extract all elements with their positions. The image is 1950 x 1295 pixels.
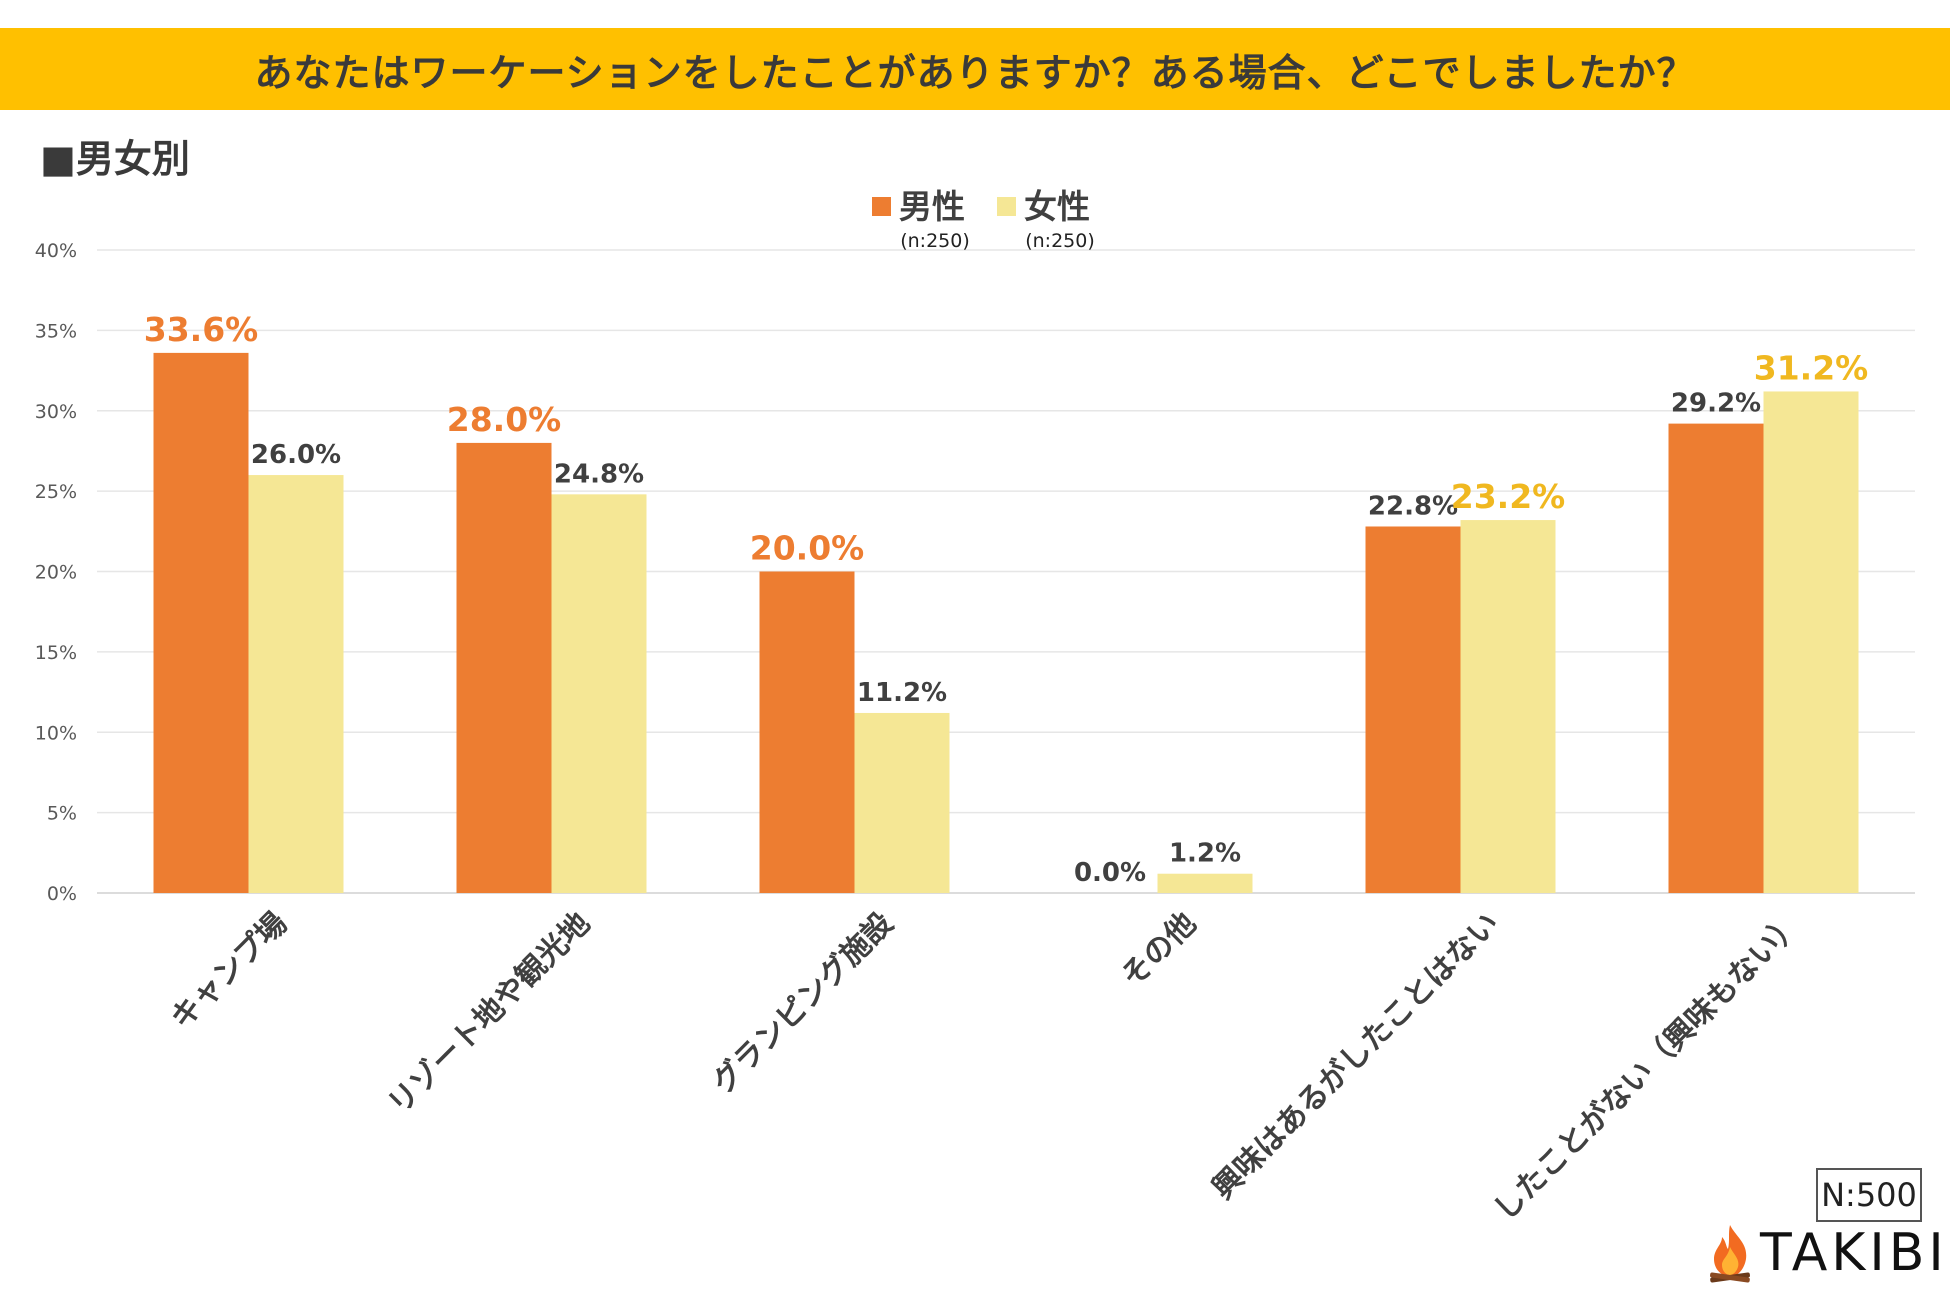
bar-female: [854, 712, 950, 893]
legend-sublabel: (n:250): [900, 230, 970, 252]
data-label: 22.8%: [1368, 491, 1458, 521]
legend-label: 女性: [1024, 187, 1090, 226]
legend-swatch-female: [997, 197, 1016, 216]
brand-logo: TAKIBI: [1706, 1220, 1948, 1286]
brand-name: TAKIBI: [1760, 1223, 1948, 1283]
sample-size-note: N:500: [1816, 1168, 1922, 1222]
y-tick-label: 15%: [35, 642, 77, 664]
bar-female: [1157, 873, 1253, 893]
title-bar: あなたはワーケーションをしたことがありますか？ある場合、どこでしましたか？: [0, 28, 1950, 110]
section-label-text: 男女別: [75, 137, 190, 181]
section-label: ■男女別: [40, 128, 190, 183]
bar-male: [1365, 526, 1461, 893]
data-label: 28.0%: [447, 400, 562, 439]
y-tick-label: 30%: [35, 401, 77, 423]
data-label: 31.2%: [1754, 348, 1869, 387]
data-label: 20.0%: [750, 529, 865, 568]
y-tick-label: 25%: [35, 481, 77, 503]
category-label: したことがない（興味もない）: [1487, 906, 1809, 1228]
y-tick-label: 0%: [47, 883, 77, 905]
category-label: キャンプ場: [164, 906, 294, 1036]
y-tick-label: 5%: [47, 803, 77, 825]
y-tick-label: 20%: [35, 562, 77, 584]
bar-female: [1460, 520, 1556, 893]
data-label: 11.2%: [857, 678, 947, 708]
flame-icon: [1710, 1225, 1750, 1283]
bar-male: [456, 442, 552, 893]
legend-swatch-male: [872, 197, 891, 216]
data-label: 33.6%: [144, 310, 259, 349]
data-label: 23.2%: [1451, 477, 1566, 516]
data-label: 1.2%: [1169, 839, 1241, 869]
legend-sublabel: (n:250): [1025, 230, 1095, 252]
data-label: 29.2%: [1671, 389, 1761, 419]
chart-title: あなたはワーケーションをしたことがありますか？ある場合、どこでしましたか？: [254, 50, 1696, 95]
category-label: グランピング施設: [706, 906, 900, 1100]
bar-female: [1763, 391, 1859, 893]
section-marker: ■: [40, 137, 76, 181]
bar-male: [153, 352, 249, 893]
data-label: 26.0%: [251, 440, 341, 470]
legend-label: 男性: [899, 187, 965, 226]
data-label: 0.0%: [1074, 858, 1146, 888]
y-tick-label: 40%: [35, 240, 77, 262]
y-tick-label: 35%: [35, 320, 77, 342]
bar-female: [248, 475, 344, 893]
category-label: その他: [1115, 906, 1203, 994]
category-label: リゾート地や観光地: [381, 906, 597, 1122]
bar-male: [1668, 423, 1764, 893]
bar-male: [759, 571, 855, 893]
sample-size-text: N:500: [1821, 1176, 1917, 1214]
data-label: 24.8%: [554, 459, 644, 489]
y-tick-label: 10%: [35, 722, 77, 744]
bar-female: [551, 494, 647, 893]
category-label: 興味はあるがしたことはない: [1206, 906, 1507, 1207]
